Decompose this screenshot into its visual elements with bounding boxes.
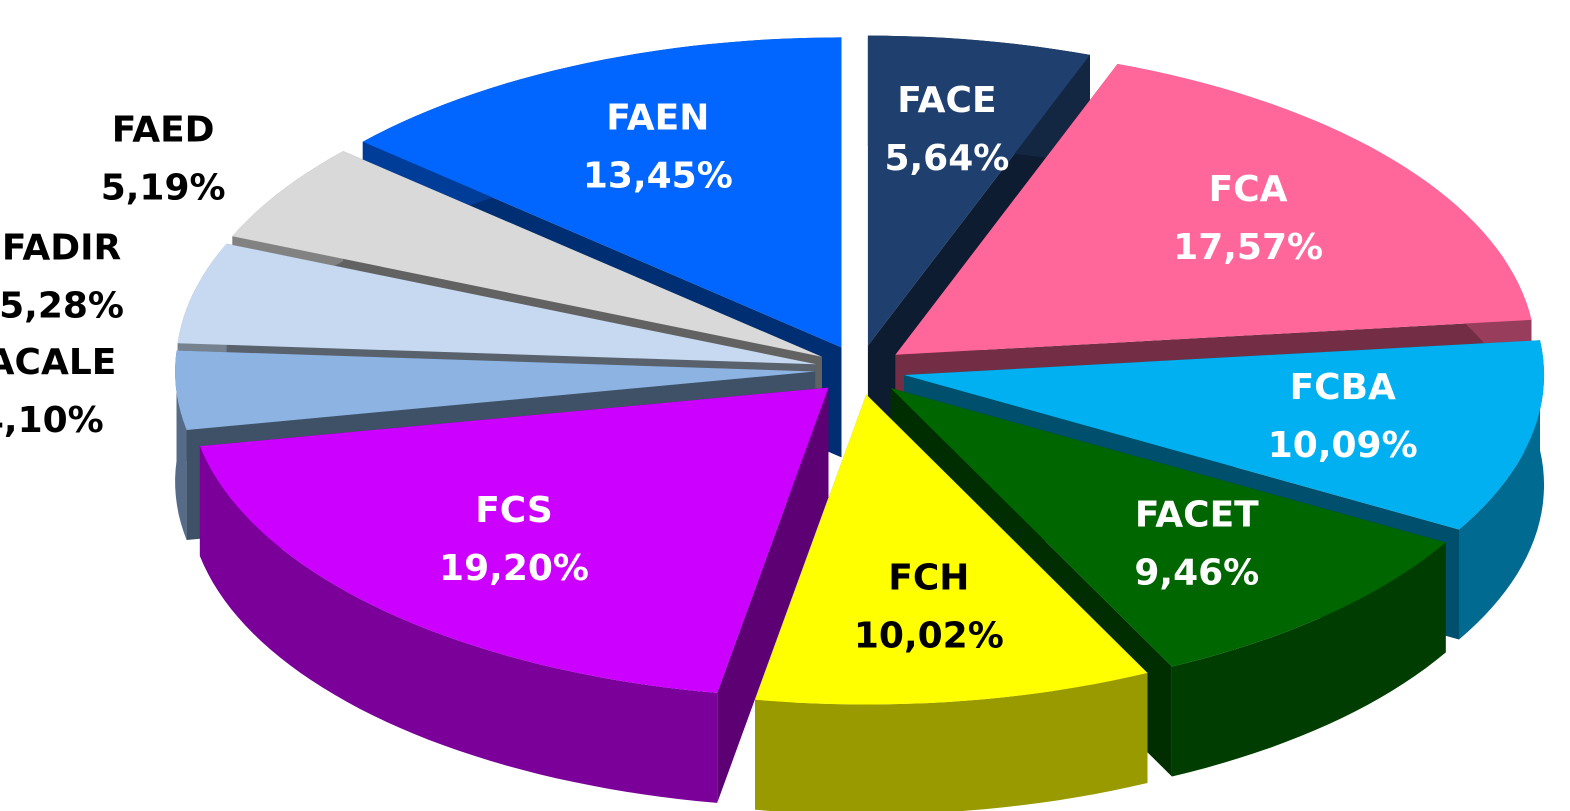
slice xyxy=(199,387,829,693)
slice xyxy=(362,37,842,348)
slice-label-name: FACALE xyxy=(0,342,116,383)
slice-label-value: 10,09% xyxy=(1268,425,1418,466)
slice xyxy=(232,151,822,357)
slice xyxy=(895,64,1532,355)
slice xyxy=(904,340,1545,530)
slice-label-name: FCH xyxy=(888,557,969,598)
slice-side xyxy=(1171,542,1446,777)
slice-label-value: 17,57% xyxy=(1173,227,1323,268)
slice-label-name: FAED xyxy=(112,110,215,151)
slice-side xyxy=(199,446,718,803)
slice-label-value: 5,28% xyxy=(0,286,124,327)
slice-side xyxy=(175,350,187,540)
slice-label-name: FCA xyxy=(1209,169,1288,210)
slice-label-name: FCS xyxy=(475,490,553,531)
slice xyxy=(867,35,1090,346)
slice-side xyxy=(755,673,1148,811)
slice-side xyxy=(1459,340,1545,640)
slice-label-value: 19,20% xyxy=(439,548,589,589)
slice-label-name: FACET xyxy=(1135,495,1259,536)
slice-label-value: 5,19% xyxy=(101,168,226,209)
slice-tops xyxy=(175,35,1545,705)
slice-label-name: FADIR xyxy=(2,228,121,269)
slice-label-value: 4,10% xyxy=(0,400,104,441)
slice-label-name: FAEN xyxy=(606,98,709,139)
slice xyxy=(177,243,817,365)
slice-label-name: FACE xyxy=(897,80,996,121)
slice-label-value: 10,02% xyxy=(854,615,1004,656)
slice xyxy=(755,394,1148,705)
slice-label-value: 5,64% xyxy=(884,138,1009,179)
slice-labels: FACE 5,64% FCA 17,57% FCBA 10,09%FACET 9,46% FC… xyxy=(0,80,1418,656)
slice-label-value: 9,46% xyxy=(1134,553,1259,594)
slice-label-value: 13,45% xyxy=(583,156,733,197)
slice xyxy=(890,388,1446,667)
slice-label-name: FCBA xyxy=(1290,367,1396,408)
slice xyxy=(175,350,816,430)
